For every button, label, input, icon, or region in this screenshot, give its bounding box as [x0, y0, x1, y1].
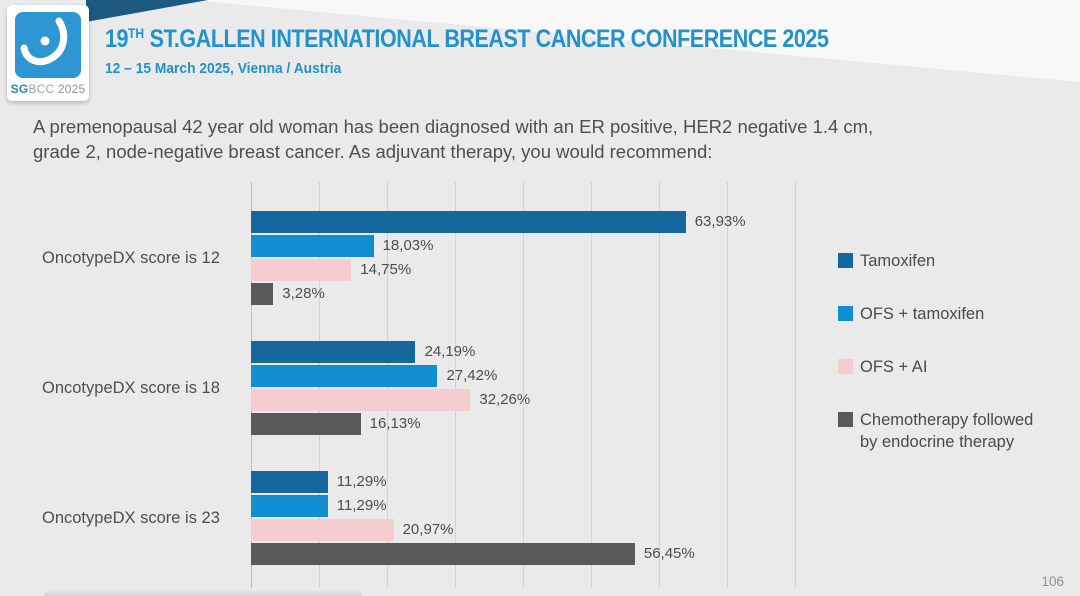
sgbcc-logo-card: SGBCC 2025: [7, 5, 89, 101]
sgbcc-logo: [15, 12, 81, 78]
conference-title: 19TH ST.GALLEN INTERNATIONAL BREAST CANC…: [105, 25, 829, 53]
bar-value-label: 63,93%: [694, 213, 746, 230]
title-superscript: TH: [128, 25, 145, 41]
bar-value-label: 32,26%: [479, 391, 531, 408]
conference-subtitle: 12 – 15 March 2025, Vienna / Austria: [105, 60, 342, 77]
bar-segment: [251, 259, 352, 281]
legend-label: Chemotherapy followed by endocrine thera…: [860, 411, 1034, 451]
bar-value-label: 56,45%: [643, 545, 695, 562]
bar-segment: [251, 283, 274, 305]
bar-segment: [251, 365, 438, 387]
bar-segment: [251, 413, 361, 435]
bar-segment: [251, 471, 328, 493]
navy-ribbon: [86, 0, 208, 22]
category-label: OncotypeDX score is 12: [42, 249, 220, 267]
bar-value-label: 3,28%: [282, 285, 325, 302]
legend-item: OFS + tamoxifen: [838, 303, 1073, 325]
bar-value-label: 14,75%: [360, 261, 412, 278]
question-line-2: grade 2, node-negative breast cancer. As…: [33, 141, 713, 162]
category-label: OncotypeDX score is 23: [42, 509, 220, 527]
legend-item: OFS + AI: [838, 356, 1073, 378]
bar-value-label: 24,19%: [424, 343, 476, 360]
bar-value-label: 27,42%: [446, 367, 498, 384]
bar-segment: [251, 235, 374, 257]
logo-year: 2025: [57, 82, 86, 96]
bar-segment: [251, 211, 686, 233]
bar-value-label: 16,13%: [369, 415, 421, 432]
gridline: [523, 182, 524, 588]
logo-caption: SGBCC 2025: [11, 82, 86, 96]
legend-label: OFS + tamoxifen: [860, 305, 985, 323]
bar-chart: OncotypeDX score is 12 63,93% 18,03% 14,75%…: [0, 180, 1080, 592]
gridline: [659, 182, 660, 588]
bar-value-label: 18,03%: [382, 237, 434, 254]
bar-segment: [251, 495, 328, 517]
legend-swatch: [838, 253, 853, 268]
bottom-shadow: [44, 591, 362, 596]
page-number: 106: [1041, 574, 1064, 589]
legend-label: Tamoxifen: [860, 252, 936, 270]
bar-segment: [251, 519, 394, 541]
question-text: A premenopausal 42 year old woman has be…: [33, 114, 993, 164]
legend-swatch: [838, 412, 853, 427]
bar-value-label: 11,29%: [336, 473, 387, 490]
gridline: [455, 182, 456, 588]
breast-icon: [20, 17, 68, 66]
logo-bcc: BCC: [28, 82, 55, 96]
gridline: [591, 182, 592, 588]
chart-legend: Tamoxifen OFS + tamoxifen OFS + AI Chemothe…: [838, 250, 1073, 484]
legend-label: OFS + AI: [860, 358, 928, 376]
category-label: OncotypeDX score is 18: [42, 379, 220, 397]
bar-segment: [251, 543, 635, 565]
logo-sg: SG: [10, 82, 29, 96]
bar-value-label: 20,97%: [402, 521, 454, 538]
bar-segment: [251, 341, 416, 363]
bar-segment: [251, 389, 471, 411]
gridline: [795, 182, 796, 588]
legend-item: Tamoxifen: [838, 250, 1073, 272]
gridline: [727, 182, 728, 588]
legend-swatch: [838, 306, 853, 321]
bar-value-label: 11,29%: [336, 497, 387, 514]
legend-item: Chemotherapy followed by endocrine thera…: [838, 409, 1073, 453]
question-line-1: A premenopausal 42 year old woman has be…: [33, 116, 874, 137]
legend-swatch: [838, 359, 853, 374]
